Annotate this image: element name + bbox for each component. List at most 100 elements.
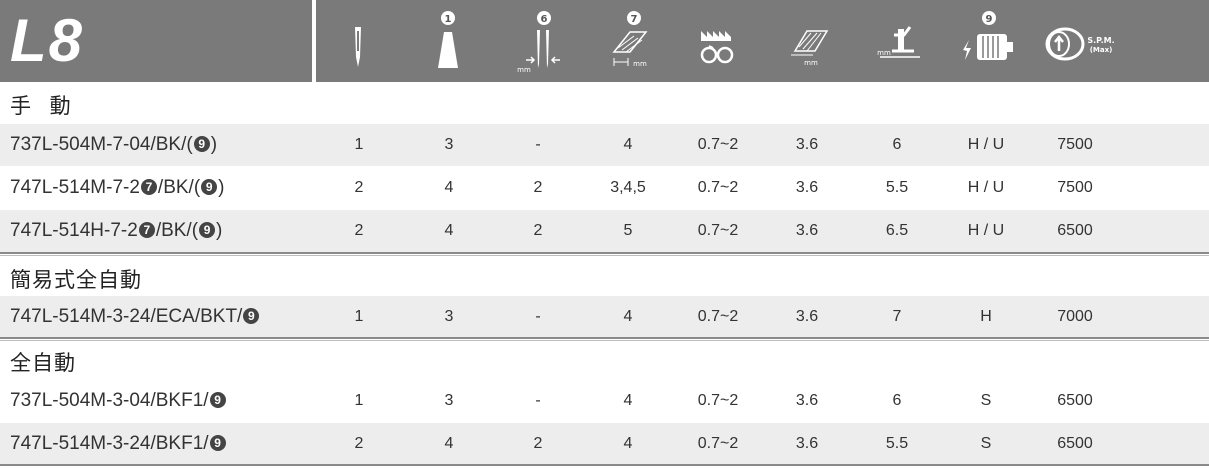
table-row: 747L-514M-7-2 7/BK/(9) 2 4 2 3,4,5 0.7~2 … (0, 167, 1209, 209)
cell-stitch-width: 4 (623, 308, 633, 325)
cell-needle-gauge: - (535, 308, 541, 325)
cell-needles: 2 (354, 435, 364, 452)
model-name: 737L-504M-3-04/BKF1/9 (10, 390, 227, 412)
cell-stitch-length: 3.6 (795, 179, 819, 196)
circled-number-badge: 9 (199, 222, 216, 238)
svg-text:9: 9 (986, 14, 993, 25)
table-header: L8 1 6 mm 7 (0, 0, 1209, 82)
cell-motor: S (980, 392, 992, 409)
cell-stitch-width: 4 (623, 392, 633, 409)
cell-foot-lift: 5.5 (885, 179, 909, 196)
cell-needles: 2 (354, 222, 364, 239)
model-name: 747L-514H-7-2 7/BK/(9) (10, 220, 223, 241)
circled-number-badge: 9 (201, 179, 218, 195)
stitch-length-icon: mm (773, 8, 843, 78)
svg-text:S.P.M.: S.P.M. (1087, 36, 1114, 45)
svg-text:1: 1 (445, 14, 452, 25)
cell-needle-gauge: 2 (533, 179, 543, 196)
svg-text:mm: mm (877, 49, 891, 57)
motor-icon: 9 (951, 8, 1021, 78)
cell-threads: 4 (444, 179, 454, 196)
section-divider (0, 255, 1209, 256)
model-name: 747L-514M-3-24/ECA/BKT/9 (10, 306, 260, 328)
cell-needle-gauge: 2 (533, 435, 543, 452)
cell-needles: 1 (354, 308, 364, 325)
section-header-auto: 全自動 (0, 341, 1209, 380)
table-row: 747L-514H-7-2 7/BK/(9) 2 4 2 5 0.7~2 3.6 … (0, 210, 1209, 252)
cell-spm: 7000 (1057, 308, 1093, 325)
circled-number-badge: 7 (138, 222, 155, 238)
cell-feed: 0.7~2 (697, 136, 739, 153)
cell-needle-gauge: - (535, 392, 541, 409)
cell-feed: 0.7~2 (697, 222, 739, 239)
table-row: 747L-514M-3-24/ECA/BKT/9 1 3 - 4 0.7~2 3… (0, 296, 1209, 338)
needle-gauge-icon: 6 mm (503, 8, 573, 78)
circled-number-badge: 9 (209, 435, 226, 451)
circled-number-badge: 7 (140, 179, 157, 195)
presser-foot-lift-icon: mm (863, 8, 933, 78)
cell-spm: 6500 (1057, 392, 1093, 409)
cell-needle-gauge: - (535, 136, 541, 153)
cell-motor: H / U (967, 136, 1005, 153)
svg-text:mm: mm (804, 59, 818, 67)
circled-number-badge: 9 (193, 136, 210, 152)
feed-dog-icon (683, 8, 753, 78)
cell-foot-lift: 6 (892, 136, 902, 153)
cell-spm: 7500 (1057, 179, 1093, 196)
section-title: 全自動 (10, 351, 76, 375)
cell-feed: 0.7~2 (697, 435, 739, 452)
model-title: L8 (10, 7, 85, 74)
cell-threads: 4 (444, 435, 454, 452)
section-header-manual: 手 動 (0, 82, 1209, 124)
cell-needles: 1 (354, 136, 364, 153)
section-divider (0, 252, 1209, 254)
table-row: 747L-514M-3-24/BKF1/9 2 4 2 4 0.7~2 3.6 … (0, 423, 1209, 465)
cell-foot-lift: 6 (892, 392, 902, 409)
cell-threads: 4 (444, 222, 454, 239)
thread-cone-icon: 1 (413, 8, 483, 78)
cell-stitch-length: 3.6 (795, 392, 819, 409)
header-divider (312, 0, 316, 82)
cell-stitch-length: 3.6 (795, 435, 819, 452)
cell-motor: H (980, 308, 992, 325)
cell-threads: 3 (444, 392, 454, 409)
svg-text:mm: mm (633, 60, 647, 68)
section-header-semi-auto: 簡易式全自動 (0, 256, 1209, 296)
svg-text:7: 7 (631, 14, 638, 25)
model-name: 737L-504M-7-04/BK/(9) (10, 134, 218, 155)
cell-spm: 6500 (1057, 435, 1093, 452)
cell-stitch-width: 3,4,5 (610, 179, 646, 196)
cell-foot-lift: 5.5 (885, 435, 909, 452)
cell-feed: 0.7~2 (697, 308, 739, 325)
svg-text:6: 6 (541, 14, 548, 25)
circled-number-badge: 9 (209, 392, 226, 408)
needle-icon (323, 8, 393, 78)
model-name: 747L-514M-7-2 7/BK/(9) (10, 177, 225, 198)
cell-spm: 6500 (1057, 222, 1093, 239)
cell-needles: 1 (354, 392, 364, 409)
spm-speed-icon: S.P.M. (Max) (1043, 8, 1123, 78)
circled-number-badge: 9 (243, 308, 260, 324)
cell-feed: 0.7~2 (697, 179, 739, 196)
section-divider (0, 337, 1209, 339)
cell-stitch-width: 5 (623, 222, 633, 239)
cell-stitch-width: 4 (623, 435, 633, 452)
svg-text:mm: mm (517, 66, 531, 74)
cell-stitch-length: 3.6 (795, 136, 819, 153)
svg-text:(Max): (Max) (1090, 46, 1113, 54)
cell-motor: S (980, 435, 992, 452)
cell-motor: H / U (967, 222, 1005, 239)
cell-stitch-width: 4 (623, 136, 633, 153)
table-row: 737L-504M-7-04/BK/(9) 1 3 - 4 0.7~2 3.6 … (0, 124, 1209, 166)
cell-needles: 2 (354, 179, 364, 196)
stitch-width-icon: 7 mm (593, 8, 663, 78)
cell-threads: 3 (444, 308, 454, 325)
table-bottom-rule (0, 464, 1209, 466)
cell-feed: 0.7~2 (697, 392, 739, 409)
cell-stitch-length: 3.6 (795, 308, 819, 325)
section-title: 簡易式全自動 (10, 268, 142, 292)
cell-foot-lift: 6.5 (885, 222, 909, 239)
cell-threads: 3 (444, 136, 454, 153)
section-title: 手 動 (10, 94, 77, 118)
cell-needle-gauge: 2 (533, 222, 543, 239)
